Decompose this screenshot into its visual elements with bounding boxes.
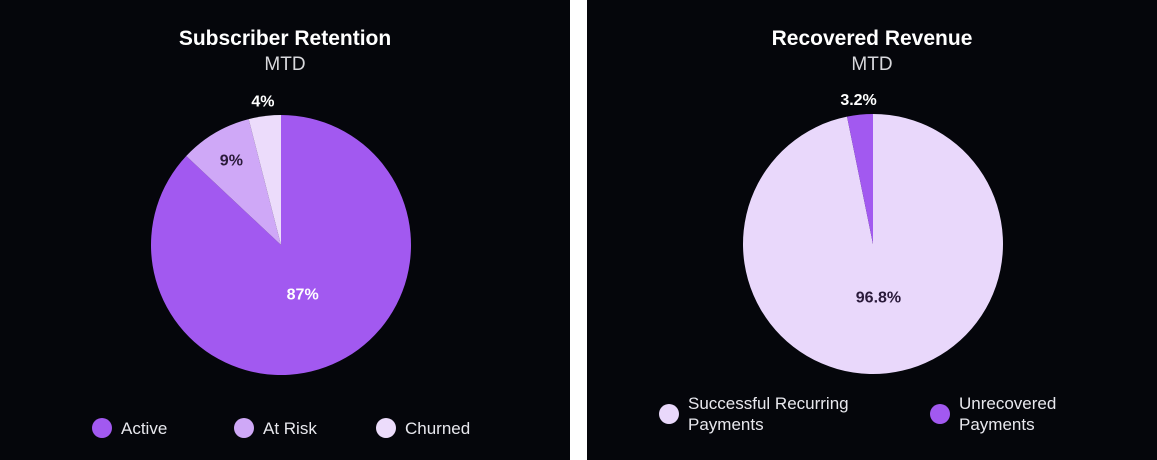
- legend-swatch: [92, 418, 112, 438]
- chart: Subscriber Retention MTD 87% 9% 4%: [151, 27, 412, 375]
- legend-swatch: [659, 404, 679, 424]
- legend-item: Active: [92, 407, 232, 449]
- legend-label: At Risk: [263, 418, 317, 438]
- legend-label: Unrecovered Payments: [959, 394, 1057, 434]
- data-label: 9%: [220, 152, 243, 169]
- data-label: 87%: [287, 286, 319, 303]
- data-label: 96.8%: [856, 290, 901, 307]
- legend-label: Churned: [405, 418, 471, 438]
- legend-item: At Risk: [234, 407, 374, 449]
- pie-slice: [847, 114, 873, 244]
- legend-item: Unrecovered Payments: [930, 393, 1120, 435]
- legend-swatch: [234, 418, 254, 438]
- chart-subtitle: MTD: [264, 54, 305, 75]
- pie-slice: [186, 119, 281, 245]
- data-label: 4%: [251, 93, 274, 110]
- legend-swatch: [376, 418, 396, 438]
- chart-title: Recovered Revenue: [772, 27, 973, 50]
- chart: Recovered Revenue MTD 96.8% 3.2%: [743, 27, 1003, 375]
- data-label: 3.2%: [840, 92, 876, 109]
- panel: Subscriber Retention MTD 87% 9% 4% Active At R…: [0, 0, 570, 460]
- chart-title: Subscriber Retention: [179, 27, 391, 50]
- legend-swatch: [930, 404, 950, 424]
- legend-label: Successful Recurring Payments: [688, 394, 849, 434]
- legend-item: Churned: [376, 407, 516, 449]
- panel: Recovered Revenue MTD 96.8% 3.2% Successful …: [587, 0, 1157, 460]
- pie-slice: [248, 115, 281, 245]
- legend-item: Successful Recurring Payments: [659, 393, 849, 435]
- pie-slice: [743, 114, 1003, 375]
- legend-label: Active: [121, 418, 168, 438]
- chart-subtitle: MTD: [851, 54, 892, 75]
